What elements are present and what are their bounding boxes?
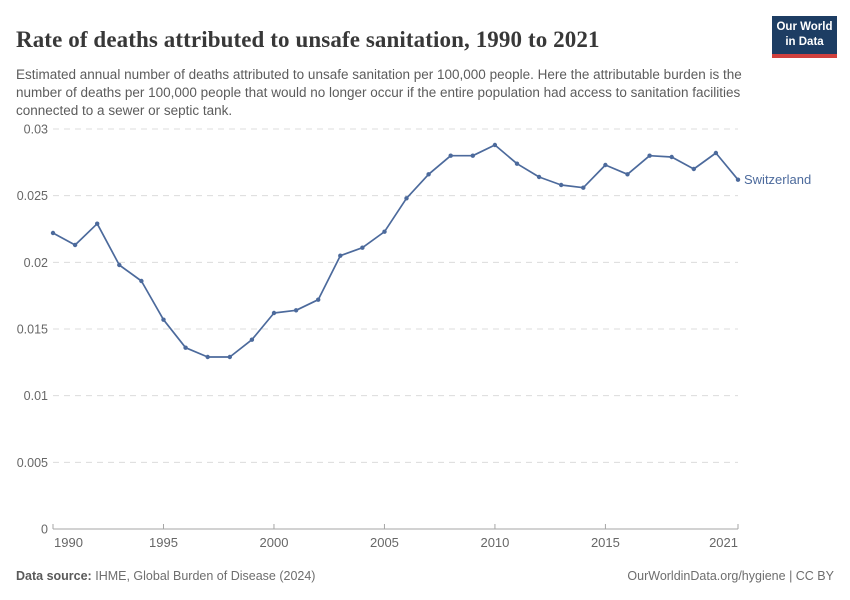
data-point-marker bbox=[338, 253, 343, 258]
y-axis-tick-label: 0.03 bbox=[24, 123, 48, 137]
data-point-marker bbox=[514, 161, 520, 166]
y-axis-tick-label: 0.02 bbox=[24, 256, 48, 270]
x-axis-tick-label: 2000 bbox=[260, 535, 289, 550]
data-point-marker bbox=[625, 172, 630, 177]
data-point-marker bbox=[581, 185, 586, 190]
data-point-marker bbox=[470, 153, 475, 158]
x-axis-tick-label: 2015 bbox=[591, 535, 620, 550]
data-point-marker bbox=[713, 150, 719, 156]
data-source-note: Data source: IHME, Global Burden of Dise… bbox=[16, 569, 315, 583]
owid-logo-line2: in Data bbox=[785, 35, 824, 48]
data-point-marker bbox=[448, 153, 453, 158]
page-title: Rate of deaths attributed to unsafe sani… bbox=[16, 27, 600, 53]
owid-logo-line1: Our World bbox=[776, 21, 833, 33]
data-point-marker bbox=[117, 262, 122, 268]
data-point-marker bbox=[95, 221, 100, 226]
x-axis-tick-label: 2005 bbox=[370, 535, 399, 550]
data-point-marker bbox=[271, 310, 277, 316]
chart-subtitle: Estimated annual number of deaths attrib… bbox=[16, 66, 742, 119]
data-point-marker bbox=[559, 182, 564, 188]
data-point-marker bbox=[669, 154, 674, 160]
entity-label: Switzerland bbox=[744, 172, 811, 187]
data-source-value: IHME, Global Burden of Disease (2024) bbox=[95, 569, 316, 583]
data-point-marker bbox=[183, 345, 188, 350]
data-point-marker bbox=[316, 297, 321, 302]
data-point-marker bbox=[205, 354, 210, 360]
y-axis-tick-label: 0.015 bbox=[17, 323, 48, 337]
data-point-marker bbox=[735, 177, 741, 182]
data-point-marker bbox=[426, 172, 431, 177]
x-axis-tick-label: 1990 bbox=[54, 535, 83, 550]
data-point-marker bbox=[72, 242, 78, 248]
x-axis-tick-label: 1995 bbox=[149, 535, 178, 550]
data-point-marker bbox=[139, 278, 144, 284]
y-axis-tick-label: 0.005 bbox=[17, 456, 48, 470]
data-point-marker bbox=[404, 196, 409, 201]
data-point-marker bbox=[293, 308, 299, 313]
y-axis-tick-label: 0 bbox=[41, 523, 48, 537]
data-point-marker bbox=[536, 174, 542, 180]
data-point-marker bbox=[382, 229, 387, 234]
license-link[interactable]: OurWorldinData.org/hygiene | CC BY bbox=[627, 569, 834, 583]
y-axis-tick-label: 0.025 bbox=[17, 189, 48, 203]
data-point-marker bbox=[492, 142, 498, 148]
data-point-marker bbox=[50, 230, 56, 236]
data-point-marker bbox=[161, 317, 166, 322]
data-point-marker bbox=[603, 162, 608, 168]
data-source-label: Data source: bbox=[16, 569, 92, 583]
data-point-marker bbox=[360, 245, 365, 250]
data-point-marker bbox=[691, 166, 696, 172]
data-point-marker bbox=[249, 337, 255, 342]
x-axis-tick-label: 2021 bbox=[709, 535, 738, 550]
owid-logo: Our World in Data bbox=[772, 16, 837, 58]
data-point-marker bbox=[647, 153, 652, 158]
y-axis-tick-label: 0.01 bbox=[24, 389, 48, 403]
data-point-marker bbox=[227, 354, 232, 360]
x-axis-tick-label: 2010 bbox=[480, 535, 509, 550]
series-line-switzerland bbox=[52, 144, 739, 358]
